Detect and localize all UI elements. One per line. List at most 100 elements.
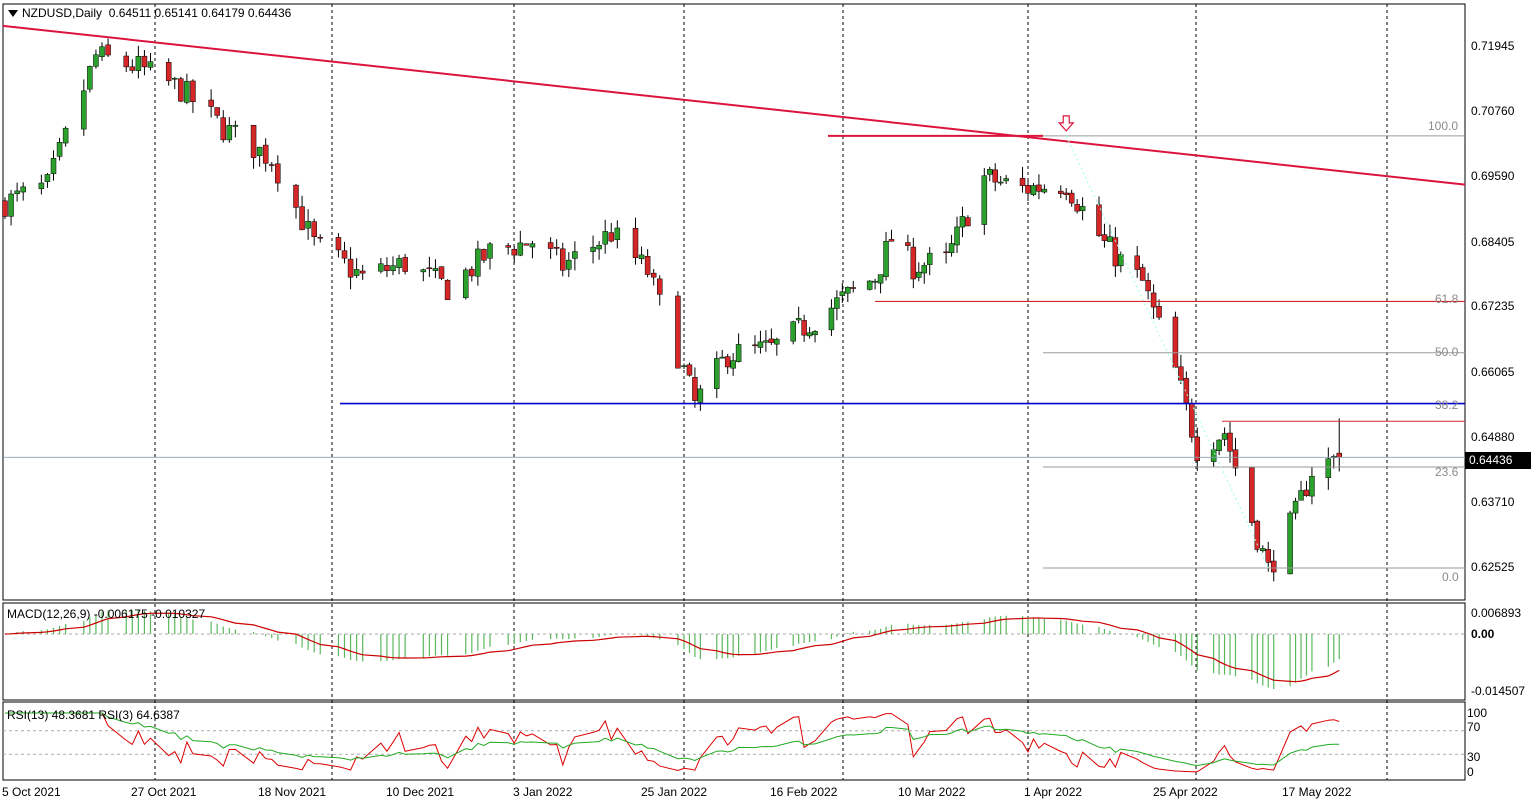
date-tick: 25 Jan 2022 bbox=[641, 785, 708, 799]
bullish-candle bbox=[81, 90, 87, 130]
bullish-candle bbox=[529, 243, 536, 248]
bearish-candle bbox=[644, 256, 651, 275]
bearish-candle bbox=[943, 251, 949, 254]
bearish-candle bbox=[1156, 306, 1162, 318]
date-tick: 3 Jan 2022 bbox=[513, 785, 573, 799]
bearish-candle bbox=[1019, 178, 1026, 186]
dropdown-triangle-icon[interactable] bbox=[8, 10, 18, 18]
date-tick: 18 Nov 2021 bbox=[258, 785, 327, 799]
bearish-candle bbox=[275, 163, 281, 184]
bearish-candle bbox=[481, 249, 487, 261]
bearish-candle bbox=[657, 278, 663, 295]
bearish-candle bbox=[1270, 560, 1277, 573]
bullish-candle bbox=[135, 55, 142, 71]
bullish-candle bbox=[757, 341, 764, 348]
bearish-candle bbox=[426, 267, 433, 270]
bearish-candle bbox=[505, 245, 511, 248]
bullish-candle bbox=[1309, 475, 1315, 497]
bullish-candle bbox=[730, 360, 736, 369]
bearish-candle bbox=[1265, 549, 1272, 563]
bearish-candle bbox=[1227, 432, 1233, 452]
bearish-candle bbox=[768, 338, 775, 343]
rsi-tick: 0 bbox=[1467, 765, 1474, 779]
fib-label-23-6: 23.6 bbox=[1435, 465, 1459, 479]
bullish-candle bbox=[420, 269, 427, 273]
bullish-candle bbox=[1003, 178, 1009, 182]
bearish-candle bbox=[608, 232, 614, 242]
bullish-candle bbox=[305, 221, 311, 229]
bearish-candle bbox=[444, 279, 451, 301]
bullish-candle bbox=[1287, 512, 1293, 575]
bearish-candle bbox=[141, 55, 148, 68]
price-tick: 0.71945 bbox=[1471, 39, 1515, 53]
bearish-candle bbox=[560, 248, 566, 271]
bearish-candle bbox=[1232, 449, 1239, 469]
bullish-candle bbox=[845, 286, 851, 294]
bearish-candle bbox=[724, 356, 731, 368]
macd-title: MACD(12,26,9) -0.006175 -0.010327 bbox=[7, 607, 206, 621]
macd-signal-line bbox=[4, 612, 1340, 683]
bearish-candle bbox=[311, 221, 317, 237]
bearish-candle bbox=[1145, 280, 1151, 292]
bullish-candle bbox=[87, 66, 93, 90]
bearish-candle bbox=[1096, 204, 1102, 236]
bearish-candle bbox=[1139, 267, 1146, 281]
bullish-candle bbox=[475, 248, 481, 277]
bearish-candle bbox=[347, 258, 354, 278]
price-tick: 0.68405 bbox=[1471, 235, 1515, 249]
bearish-candle bbox=[208, 99, 214, 107]
bearish-candle bbox=[1194, 436, 1201, 461]
bullish-candle bbox=[99, 46, 105, 57]
bearish-candle bbox=[250, 125, 257, 158]
bullish-candle bbox=[812, 330, 818, 336]
bearish-candle bbox=[910, 246, 917, 280]
rsi-panel-frame bbox=[2, 701, 1466, 781]
bullish-candle bbox=[1260, 548, 1266, 552]
bullish-candle bbox=[378, 263, 384, 272]
bullish-candle bbox=[828, 307, 835, 331]
macd-panel-frame bbox=[2, 602, 1466, 701]
bullish-candle bbox=[353, 269, 360, 276]
bearish-candle bbox=[1134, 255, 1140, 270]
bullish-candle bbox=[396, 258, 402, 268]
date-tick: 1 Apr 2022 bbox=[1024, 785, 1083, 799]
bullish-candle bbox=[795, 318, 802, 321]
bullish-candle bbox=[1030, 185, 1037, 195]
bearish-candle bbox=[165, 62, 172, 82]
fib-label-0: 0.0 bbox=[1442, 570, 1459, 584]
bullish-candle bbox=[8, 193, 14, 217]
bullish-candle bbox=[763, 340, 769, 343]
bearish-candle bbox=[220, 117, 226, 141]
bullish-candle bbox=[834, 297, 840, 309]
bullish-candle bbox=[987, 169, 993, 175]
date-tick: 10 Mar 2022 bbox=[898, 785, 966, 799]
bullish-candle bbox=[997, 181, 1004, 184]
bullish-candle bbox=[93, 54, 99, 67]
bearish-candle bbox=[1101, 234, 1108, 241]
bullish-candle bbox=[1221, 433, 1228, 440]
current-price-box: 0.64436 bbox=[1465, 452, 1531, 469]
bearish-candle bbox=[632, 227, 639, 259]
date-tick: 5 Oct 2021 bbox=[2, 785, 61, 799]
bearish-candle bbox=[269, 164, 275, 166]
bullish-candle bbox=[790, 321, 796, 342]
bearish-candle bbox=[1074, 204, 1080, 212]
bullish-candle bbox=[959, 216, 966, 228]
chart-title: NZDUSD,Daily 0.64511 0.65141 0.64179 0.6… bbox=[8, 6, 291, 20]
bearish-candle bbox=[2, 200, 8, 217]
bearish-candle bbox=[965, 217, 971, 227]
bearish-candle bbox=[178, 78, 184, 102]
descending-trendline bbox=[2, 24, 1466, 186]
bearish-candle bbox=[553, 246, 560, 249]
bullish-candle bbox=[390, 265, 396, 271]
bullish-candle bbox=[1118, 254, 1124, 267]
price-tick: 0.63710 bbox=[1471, 495, 1515, 509]
bullish-candle bbox=[256, 146, 263, 157]
bullish-candle bbox=[184, 81, 190, 103]
bullish-candle bbox=[20, 186, 26, 193]
date-tick: 16 Feb 2022 bbox=[770, 785, 838, 799]
bearish-candle bbox=[1336, 452, 1342, 458]
bullish-candle bbox=[596, 244, 602, 250]
rsi-title: RSI(13) 48.3681 RSI(3) 64.6387 bbox=[7, 708, 180, 722]
bearish-candle bbox=[123, 55, 129, 68]
